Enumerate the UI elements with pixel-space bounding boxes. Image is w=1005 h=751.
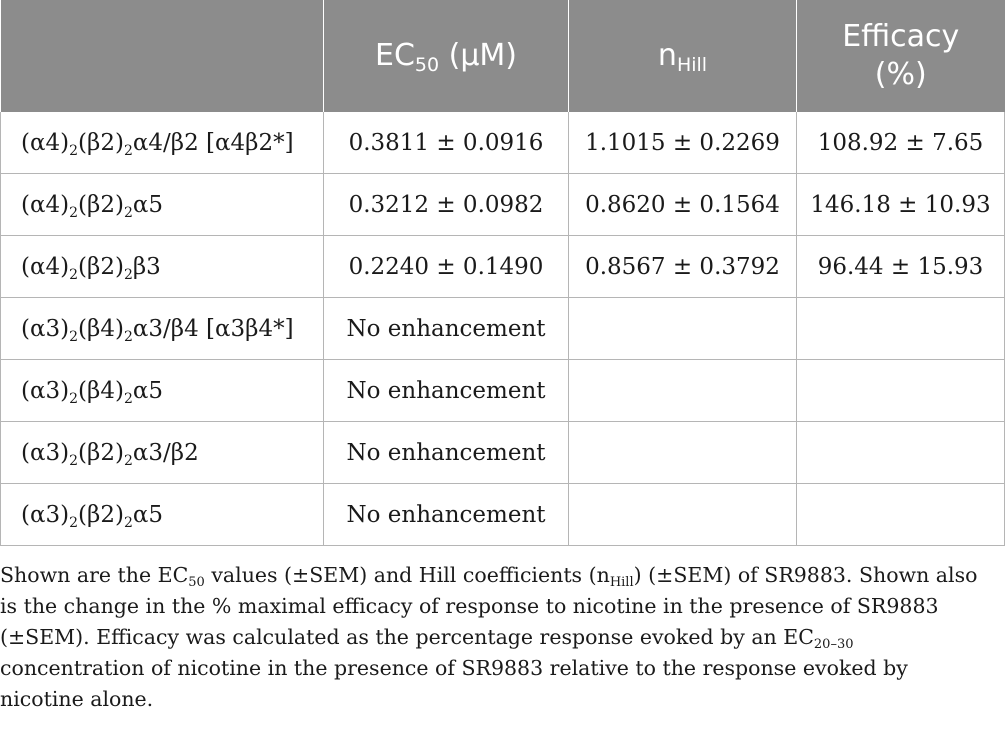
nhill-cell: 0.8620 ± 0.1564 bbox=[568, 173, 797, 236]
header-ec50: EC50 (μM) bbox=[323, 0, 569, 112]
receptor-label: (α4)2(β2)2α5 bbox=[0, 173, 324, 236]
ec50-cell: 0.2240 ± 0.1490 bbox=[323, 235, 569, 298]
nhill-cell: 1.1015 ± 0.2269 bbox=[568, 112, 797, 174]
ec50-cell: No enhancement bbox=[323, 421, 569, 484]
receptor-label: (α4)2(β2)2β3 bbox=[0, 235, 324, 298]
efficacy-cell bbox=[796, 297, 1005, 360]
table-row: (α4)2(β2)2α4/β2 [α4β2*] 0.3811 ± 0.0916 1.… bbox=[0, 112, 1005, 174]
ec50-cell: 0.3212 ± 0.0982 bbox=[323, 173, 569, 236]
table-row: (α3)2(β2)2α5 No enhancement bbox=[0, 483, 1005, 546]
efficacy-cell bbox=[796, 359, 1005, 422]
table-row: (α3)2(β4)2α5 No enhancement bbox=[0, 359, 1005, 422]
header-efficacy: Efficacy (%) bbox=[796, 0, 1005, 112]
header-receptor bbox=[0, 0, 324, 112]
header-nhill: nHill bbox=[568, 0, 797, 112]
nhill-cell bbox=[568, 297, 797, 360]
efficacy-cell: 96.44 ± 15.93 bbox=[796, 235, 1005, 298]
nhill-cell bbox=[568, 483, 797, 546]
header-row: EC50 (μM) nHill Efficacy (%) bbox=[0, 0, 1005, 112]
receptor-label: (α3)2(β4)2α3/β4 [α3β4*] bbox=[0, 297, 324, 360]
ec50-cell: No enhancement bbox=[323, 483, 569, 546]
table-row: (α4)2(β2)2β3 0.2240 ± 0.1490 0.8567 ± 0.37… bbox=[0, 235, 1005, 298]
nhill-cell: 0.8567 ± 0.3792 bbox=[568, 235, 797, 298]
table-row: (α3)2(β2)2α3/β2 No enhancement bbox=[0, 421, 1005, 484]
receptor-label: (α3)2(β4)2α5 bbox=[0, 359, 324, 422]
table-row: (α4)2(β2)2α5 0.3212 ± 0.0982 0.8620 ± 0.15… bbox=[0, 173, 1005, 236]
efficacy-cell bbox=[796, 421, 1005, 484]
ec50-cell: No enhancement bbox=[323, 359, 569, 422]
receptor-label: (α3)2(β2)2α3/β2 bbox=[0, 421, 324, 484]
efficacy-cell: 146.18 ± 10.93 bbox=[796, 173, 1005, 236]
ec50-cell: 0.3811 ± 0.0916 bbox=[323, 112, 569, 174]
table-header: EC50 (μM) nHill Efficacy (%) bbox=[0, 0, 1005, 112]
efficacy-cell: 108.92 ± 7.65 bbox=[796, 112, 1005, 174]
table-body: (α4)2(β2)2α4/β2 [α4β2*] 0.3811 ± 0.0916 1.… bbox=[0, 112, 1005, 546]
table-row: (α3)2(β4)2α3/β4 [α3β4*] No enhancement bbox=[0, 297, 1005, 360]
nhill-cell bbox=[568, 359, 797, 422]
table-figure: EC50 (μM) nHill Efficacy (%) (α4)2(β2)2α4… bbox=[0, 0, 1005, 711]
efficacy-cell bbox=[796, 483, 1005, 546]
receptor-label: (α4)2(β2)2α4/β2 [α4β2*] bbox=[0, 112, 324, 174]
table-footnote: Shown are the EC50 values (±SEM) and Hil… bbox=[0, 563, 978, 711]
data-table: EC50 (μM) nHill Efficacy (%) (α4)2(β2)2α4… bbox=[0, 0, 1005, 546]
receptor-label: (α3)2(β2)2α5 bbox=[0, 483, 324, 546]
nhill-cell bbox=[568, 421, 797, 484]
ec50-cell: No enhancement bbox=[323, 297, 569, 360]
